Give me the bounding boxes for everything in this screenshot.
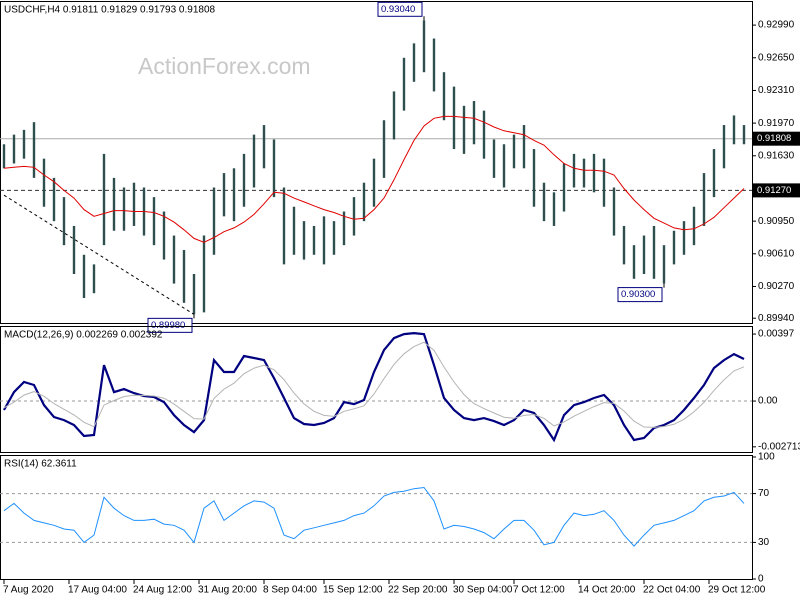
y-tick-label: 0.90610 [758, 248, 795, 259]
x-tick-label: 15 Sep 12:00 [323, 585, 383, 596]
watermark: ActionForex.com [138, 53, 311, 79]
x-tick-label: 24 Aug 12:00 [133, 585, 192, 596]
y-tick-label: 0.91970 [758, 118, 795, 129]
x-tick-label: 22 Sep 20:00 [388, 585, 448, 596]
indicator-line [3, 341, 745, 428]
y-tick-label: 30 [758, 537, 770, 548]
panel-title: RSI(14) 62.3611 [4, 459, 77, 470]
y-tick-label: 70 [758, 488, 770, 499]
y-tick-label: 0.00 [758, 396, 778, 407]
annotation-box [617, 287, 663, 303]
annotation-box [147, 317, 193, 333]
x-tick-label: 14 Oct 20:00 [578, 585, 636, 596]
x-tick-label: 7 Aug 2020 [3, 585, 54, 596]
x-tick-label: 30 Sep 04:00 [453, 585, 513, 596]
y-tick-label: 0.91630 [758, 150, 795, 161]
x-tick-label: 17 Aug 04:00 [68, 585, 127, 596]
x-tick-label: 31 Aug 20:00 [198, 585, 257, 596]
moving-average [3, 115, 745, 243]
y-tick-label: 0 [758, 574, 764, 585]
annotation-box [377, 1, 423, 17]
indicator-line [3, 331, 745, 443]
level-box [753, 183, 800, 198]
annotation-label: 0.90300 [621, 289, 655, 300]
y-tick-label: 0.90950 [758, 216, 795, 227]
panel-frame [0, 455, 753, 580]
y-tick-label: -0.002713 [758, 441, 800, 452]
panel-frame [0, 1, 753, 324]
annotation-label: 0.89980 [151, 320, 185, 331]
x-tick-label: 7 Oct 12:00 [513, 585, 565, 596]
current-price-label: 0.91808 [757, 133, 791, 144]
y-tick-label: 0.92650 [758, 52, 795, 63]
trendline [3, 194, 195, 315]
x-tick-label: 29 Oct 12:00 [708, 585, 766, 596]
level-label: 0.91270 [757, 185, 791, 196]
annotation-label: 0.93040 [381, 4, 415, 15]
y-tick-label: 0.89940 [758, 313, 795, 324]
x-tick-label: 8 Sep 04:00 [263, 585, 317, 596]
panel-title: USDCHF,H4 0.91811 0.91829 0.91793 0.9180… [4, 5, 216, 16]
y-tick-label: 0.92990 [758, 20, 795, 31]
panel-title: MACD(12,26,9) 0.002269 0.002392 [4, 330, 163, 341]
y-tick-label: 100 [758, 452, 775, 463]
y-tick-label: 0.90270 [758, 281, 795, 292]
y-tick-label: 0.92310 [758, 85, 795, 96]
indicator-line [3, 486, 745, 547]
x-tick-label: 22 Oct 04:00 [643, 585, 701, 596]
current-price-box [753, 131, 800, 146]
panel-frame [0, 326, 753, 453]
y-tick-label: 0.00397 [758, 329, 795, 340]
